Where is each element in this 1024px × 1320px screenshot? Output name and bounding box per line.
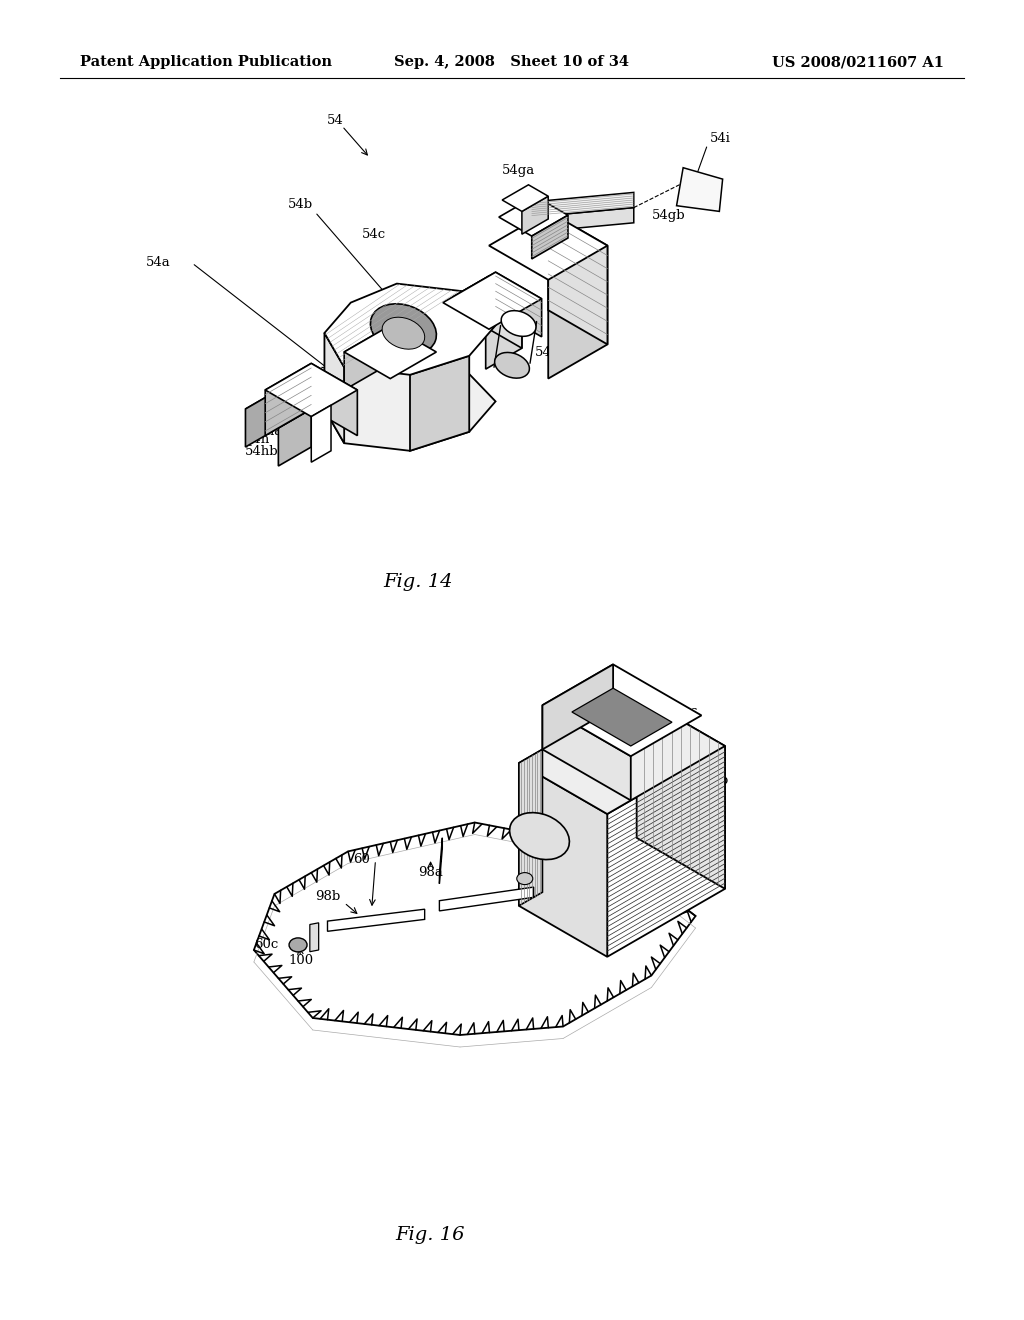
Text: 54c: 54c <box>361 228 386 242</box>
Polygon shape <box>519 750 543 906</box>
Text: 54b: 54b <box>288 198 312 211</box>
Text: 54a: 54a <box>145 256 170 268</box>
Polygon shape <box>519 763 607 957</box>
Polygon shape <box>548 246 607 379</box>
Polygon shape <box>439 838 442 883</box>
Text: 54ga: 54ga <box>502 164 536 177</box>
Polygon shape <box>325 359 496 451</box>
Polygon shape <box>607 746 725 957</box>
Polygon shape <box>485 294 522 370</box>
Text: 98a: 98a <box>418 866 443 879</box>
Polygon shape <box>311 363 357 436</box>
Polygon shape <box>328 909 425 932</box>
Polygon shape <box>265 363 311 436</box>
Text: 54hb: 54hb <box>245 445 279 458</box>
Polygon shape <box>279 409 311 466</box>
Polygon shape <box>531 207 634 232</box>
Polygon shape <box>571 688 672 746</box>
Polygon shape <box>443 272 542 329</box>
Polygon shape <box>489 211 607 280</box>
Polygon shape <box>502 185 548 211</box>
Text: Sep. 4, 2008   Sheet 10 of 34: Sep. 4, 2008 Sheet 10 of 34 <box>394 55 630 69</box>
Polygon shape <box>344 326 436 379</box>
Text: 98: 98 <box>583 904 600 917</box>
Polygon shape <box>310 923 318 952</box>
Polygon shape <box>246 389 279 447</box>
Polygon shape <box>489 276 522 348</box>
Text: Patent Application Publication: Patent Application Publication <box>80 55 332 69</box>
Polygon shape <box>453 276 522 315</box>
Text: US 2008/0211607 A1: US 2008/0211607 A1 <box>772 55 944 69</box>
Polygon shape <box>499 197 568 236</box>
Polygon shape <box>325 333 344 444</box>
Polygon shape <box>531 193 634 216</box>
Text: 54ha: 54ha <box>250 425 284 438</box>
Text: 54i: 54i <box>710 132 730 145</box>
Text: 54h: 54h <box>245 433 270 446</box>
Text: 98b: 98b <box>314 890 340 903</box>
Polygon shape <box>265 363 357 417</box>
Polygon shape <box>439 887 534 911</box>
Ellipse shape <box>517 873 532 884</box>
Polygon shape <box>246 389 311 428</box>
Text: 54j: 54j <box>506 293 526 305</box>
Ellipse shape <box>382 317 425 350</box>
Text: 54e: 54e <box>536 346 560 359</box>
Polygon shape <box>543 664 613 750</box>
Polygon shape <box>325 284 496 375</box>
Polygon shape <box>543 664 701 756</box>
Polygon shape <box>519 696 725 814</box>
Text: 100: 100 <box>289 954 313 968</box>
Text: 60b: 60b <box>703 774 729 787</box>
Ellipse shape <box>289 939 307 952</box>
Polygon shape <box>548 211 607 345</box>
Ellipse shape <box>501 310 536 337</box>
Polygon shape <box>443 272 496 341</box>
Text: 54d: 54d <box>265 395 290 408</box>
Polygon shape <box>677 168 723 211</box>
Polygon shape <box>496 272 542 337</box>
Text: 54g: 54g <box>605 207 631 220</box>
Text: 54: 54 <box>327 114 343 127</box>
Polygon shape <box>543 705 631 800</box>
Text: 60: 60 <box>353 854 371 866</box>
Polygon shape <box>254 822 695 1035</box>
Text: Fig. 14: Fig. 14 <box>383 573 453 591</box>
Polygon shape <box>344 326 390 389</box>
Text: 54f: 54f <box>376 355 397 368</box>
Polygon shape <box>311 405 331 462</box>
Polygon shape <box>522 197 548 234</box>
Text: Fig. 16: Fig. 16 <box>395 1226 465 1243</box>
Polygon shape <box>531 215 568 259</box>
Text: 76: 76 <box>682 709 699 721</box>
Text: 60c: 60c <box>254 937 279 950</box>
Polygon shape <box>637 696 725 888</box>
Text: 54gb: 54gb <box>652 209 686 222</box>
Ellipse shape <box>510 813 569 859</box>
Polygon shape <box>410 356 469 451</box>
Ellipse shape <box>371 304 436 355</box>
Ellipse shape <box>495 352 529 378</box>
